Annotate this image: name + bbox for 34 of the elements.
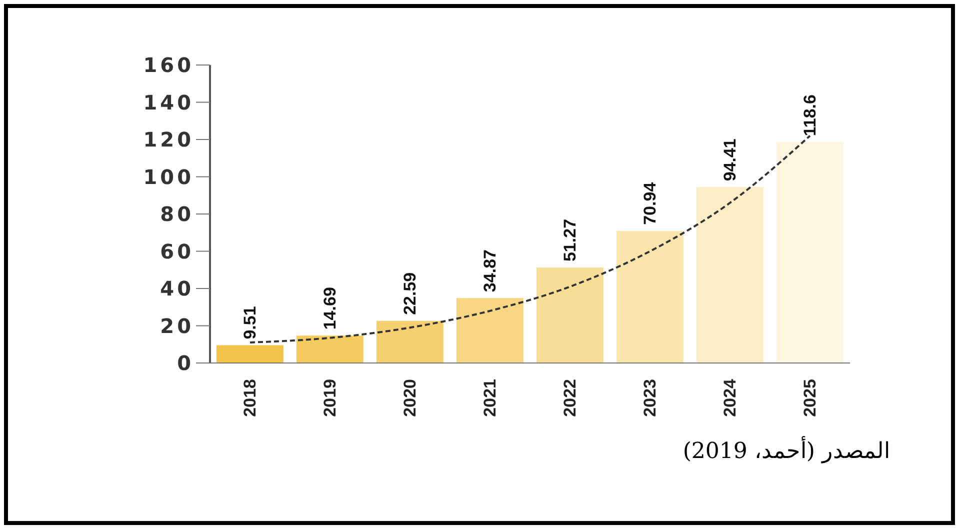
text: المصدر (أحمد، 2019) [682,438,890,464]
y-tick-label: 40 [160,276,194,301]
x-tick-label: 2024 [720,378,740,417]
bar [616,230,684,363]
y-tick-label: 100 [143,164,194,189]
bar [376,320,444,363]
data-label: 34.87 [480,250,500,292]
bar [456,298,524,363]
x-tick-label: 2018 [240,379,260,417]
data-label: 70.94 [640,182,660,225]
data-label: 94.41 [720,138,740,182]
bar [536,268,604,363]
bar [696,187,764,363]
x-tick-label: 2019 [320,379,340,417]
x-tick-label: 2020 [400,379,420,417]
bar [776,142,844,363]
x-tick-label: 2021 [480,379,500,417]
y-tick-label: 80 [160,202,194,226]
y-tick-label: 160 [143,53,194,78]
x-tick-label: 2025 [800,379,820,417]
y-tick-label: 20 [160,314,194,338]
y-tick-label: 120 [143,128,194,152]
y-tick-label: 60 [160,239,194,264]
y-tick-label: 140 [143,90,194,114]
x-tick-label: 2023 [640,379,660,417]
bar [216,345,284,363]
y-tick-label: 0 [177,351,194,376]
data-label: 9.51 [240,306,260,340]
x-tick-label: 2022 [560,379,580,417]
data-label: 14.69 [320,287,340,330]
data-label: 22.59 [400,272,420,315]
bar [296,336,364,363]
data-label: 118.6 [800,94,820,136]
data-label: 51.27 [560,218,580,262]
